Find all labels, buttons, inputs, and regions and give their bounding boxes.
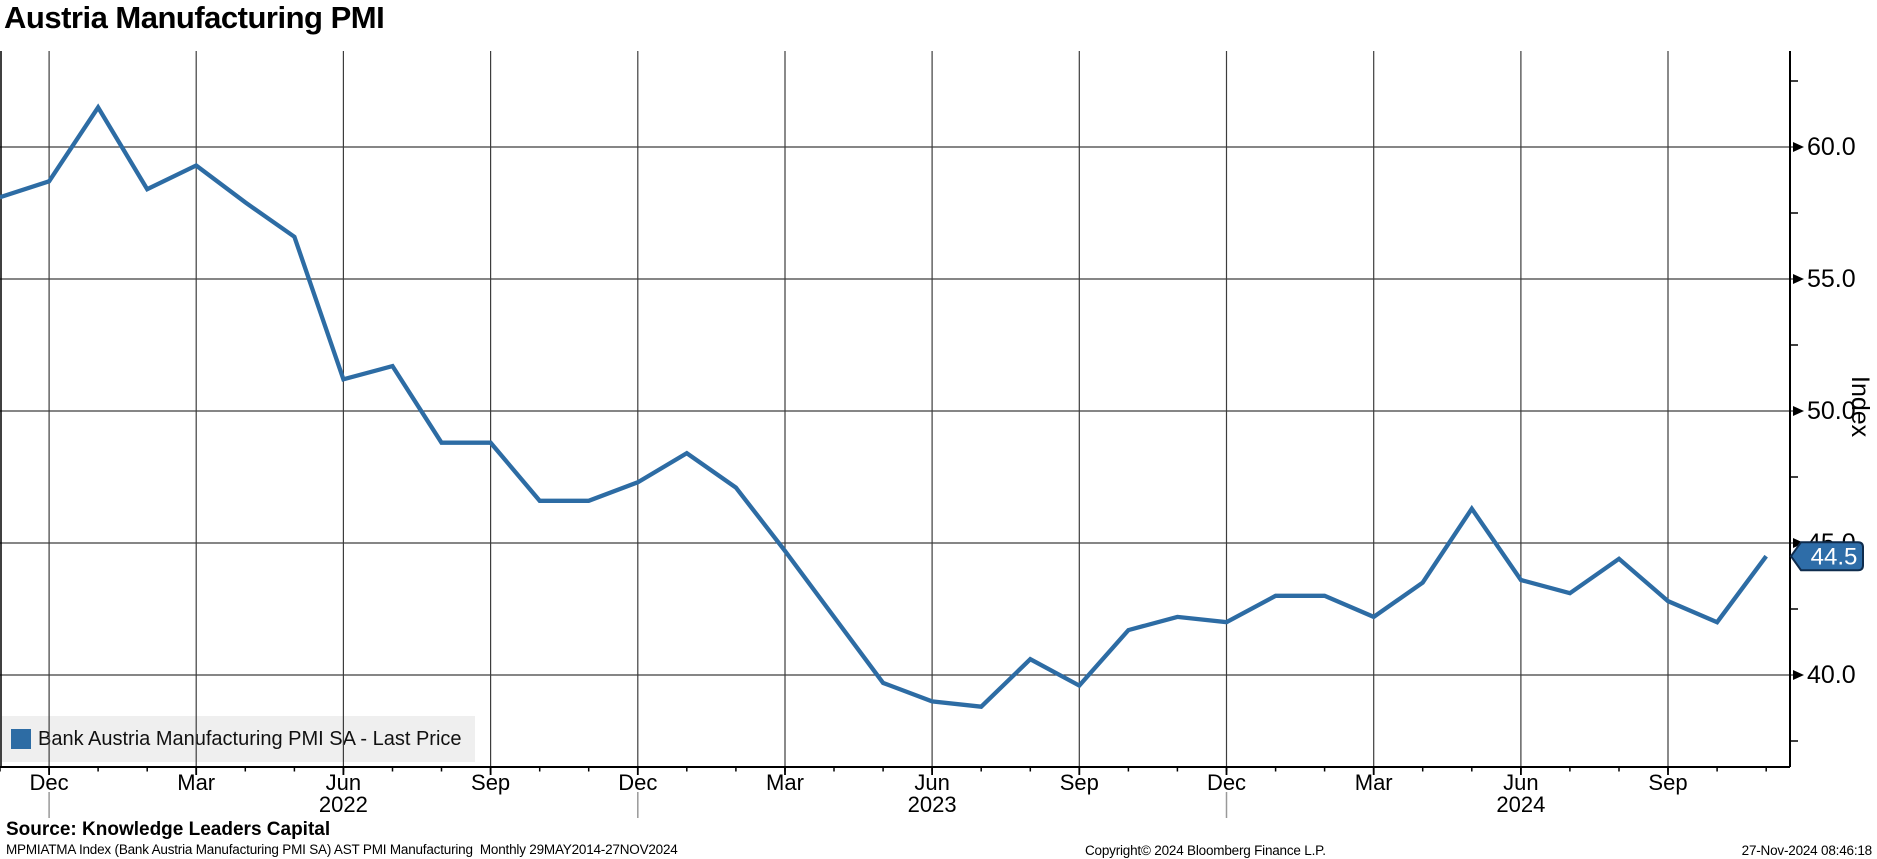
x-tick-label: Sep [1060, 770, 1099, 795]
year-label: 2022 [319, 792, 368, 817]
x-tick-label: Sep [1648, 770, 1687, 795]
ticker-descriptor: MPMIATMA Index (Bank Austria Manufacturi… [6, 842, 678, 857]
x-tick-label: Jun [1503, 770, 1538, 795]
copyright-note: Copyright© 2024 Bloomberg Finance L.P. [1085, 843, 1326, 858]
chart-title: Austria Manufacturing PMI [4, 0, 385, 35]
x-tick-label: Sep [471, 770, 510, 795]
legend: Bank Austria Manufacturing PMI SA - Last… [2, 716, 475, 762]
x-tick-label: Mar [177, 770, 215, 795]
y-major-tick-arrow [1793, 406, 1804, 416]
year-label: 2024 [1496, 792, 1545, 817]
last-price-badge-label: 44.5 [1811, 544, 1858, 571]
y-tick-label: 60.0 [1807, 133, 1856, 161]
year-label: 2023 [908, 792, 957, 817]
x-tick-label: Dec [618, 770, 657, 795]
y-major-tick-arrow [1793, 670, 1804, 680]
source-note: Source: Knowledge Leaders Capital [6, 819, 331, 840]
y-major-tick-arrow [1793, 142, 1804, 152]
y-tick-label: 55.0 [1807, 265, 1856, 293]
y-major-tick-arrow [1793, 538, 1804, 548]
x-tick-label: Mar [766, 770, 804, 795]
y-tick-label: 40.0 [1807, 661, 1856, 689]
x-tick-label: Mar [1355, 770, 1393, 795]
x-tick-label: Jun [914, 770, 949, 795]
legend-label: Bank Austria Manufacturing PMI SA - Last… [38, 727, 462, 750]
x-tick-label: Jun [326, 770, 361, 795]
timestamp: 27-Nov-2024 08:46:18 [1741, 843, 1873, 858]
legend-series-marker [11, 729, 31, 749]
last-price-badge [1789, 541, 1864, 572]
y-tick-label: 45.0 [1807, 529, 1856, 557]
pmi-price-line [0, 103, 1768, 709]
y-axis-title: Index [1846, 376, 1874, 438]
x-tick-label: Dec [1207, 770, 1246, 795]
y-major-tick-arrow [1793, 274, 1804, 284]
x-tick-label: Dec [30, 770, 69, 795]
